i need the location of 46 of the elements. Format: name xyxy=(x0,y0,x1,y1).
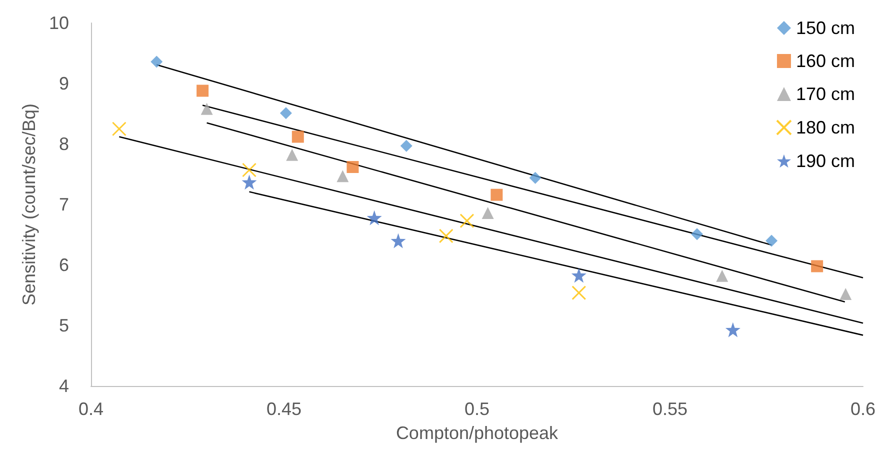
point xyxy=(390,233,406,248)
point xyxy=(286,148,298,161)
x-tick-label: 0.55 xyxy=(652,399,688,419)
point xyxy=(438,228,454,244)
y-axis-title: Sensitivity (count/sec/Bq) xyxy=(19,103,40,306)
x-tick-label: 0.4 xyxy=(78,399,104,419)
point xyxy=(200,102,213,115)
y-tick-label: 6 xyxy=(58,255,69,275)
point xyxy=(400,140,412,152)
point xyxy=(766,234,778,247)
point xyxy=(366,210,382,226)
legend-label: 180 cm xyxy=(796,118,856,138)
point xyxy=(280,107,292,120)
x-tick-label: 0.6 xyxy=(850,399,876,419)
point xyxy=(242,162,257,178)
point xyxy=(572,286,586,300)
point xyxy=(242,174,257,190)
y-tick-label: 4 xyxy=(58,376,69,396)
x-tick-label: 0.5 xyxy=(464,399,490,419)
point xyxy=(691,228,704,240)
point xyxy=(716,270,728,282)
point xyxy=(112,122,126,136)
point xyxy=(725,322,740,338)
x-axis-title: Compton/photopeak xyxy=(396,423,560,443)
legend-label: 160 cm xyxy=(796,51,856,71)
point xyxy=(346,160,359,173)
point xyxy=(529,172,542,184)
y-tick-label: 9 xyxy=(58,74,69,94)
point xyxy=(811,260,824,272)
point xyxy=(571,268,586,283)
point xyxy=(196,84,209,97)
legend-label: 150 cm xyxy=(796,18,856,38)
y-tick-label: 10 xyxy=(48,13,69,33)
y-tick-label: 8 xyxy=(58,134,69,154)
point xyxy=(150,56,163,68)
x-tick-label: 0.45 xyxy=(266,399,302,419)
y-tick-label: 7 xyxy=(58,194,69,214)
point xyxy=(490,188,503,201)
point xyxy=(336,170,349,182)
y-tick-label: 5 xyxy=(58,316,69,336)
legend-label: 170 cm xyxy=(796,84,856,104)
point xyxy=(460,214,474,228)
point xyxy=(840,288,852,300)
legend-label: 190 cm xyxy=(796,151,856,171)
point xyxy=(292,130,304,143)
point xyxy=(482,206,494,219)
